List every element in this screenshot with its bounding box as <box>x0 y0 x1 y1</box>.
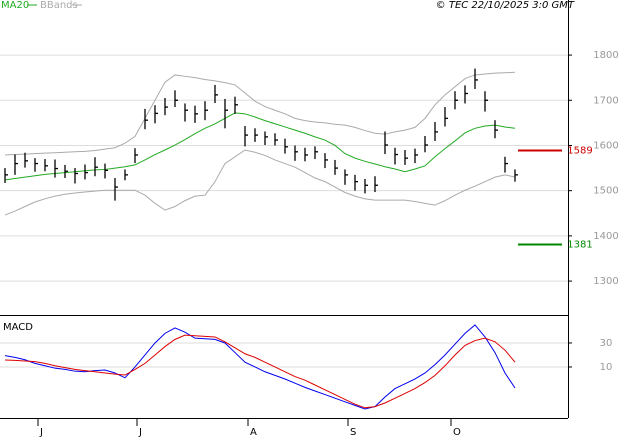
x-tick-label: J <box>138 427 142 438</box>
x-tick-label: O <box>453 427 461 438</box>
y-tick-label: 1300 <box>593 276 618 287</box>
band-line <box>4 149 516 216</box>
x-tick-label: A <box>250 427 257 438</box>
band-line <box>4 71 516 156</box>
legend-bbands: BBands <box>40 0 78 11</box>
level-label: 1381 <box>567 239 592 250</box>
macd-title: MACD <box>3 322 33 333</box>
y-tick-label: 10 <box>600 362 613 373</box>
x-tick-label: S <box>350 427 356 438</box>
ma-line <box>4 112 516 181</box>
y-tick-label: 1500 <box>593 186 618 197</box>
credit: © TEC 22/10/2025 3:0 GMT <box>436 0 575 11</box>
macd-line <box>4 334 516 409</box>
y-tick-label: 1800 <box>593 50 618 61</box>
y-tick-label: 30 <box>600 338 613 349</box>
x-tick-label: J <box>39 427 43 438</box>
legend-ma20: MA20 <box>1 0 29 11</box>
level-label: 1589 <box>567 145 592 156</box>
y-tick-label: 1400 <box>593 231 618 242</box>
y-tick-label: 1600 <box>593 140 618 151</box>
y-tick-label: 1700 <box>593 95 618 106</box>
